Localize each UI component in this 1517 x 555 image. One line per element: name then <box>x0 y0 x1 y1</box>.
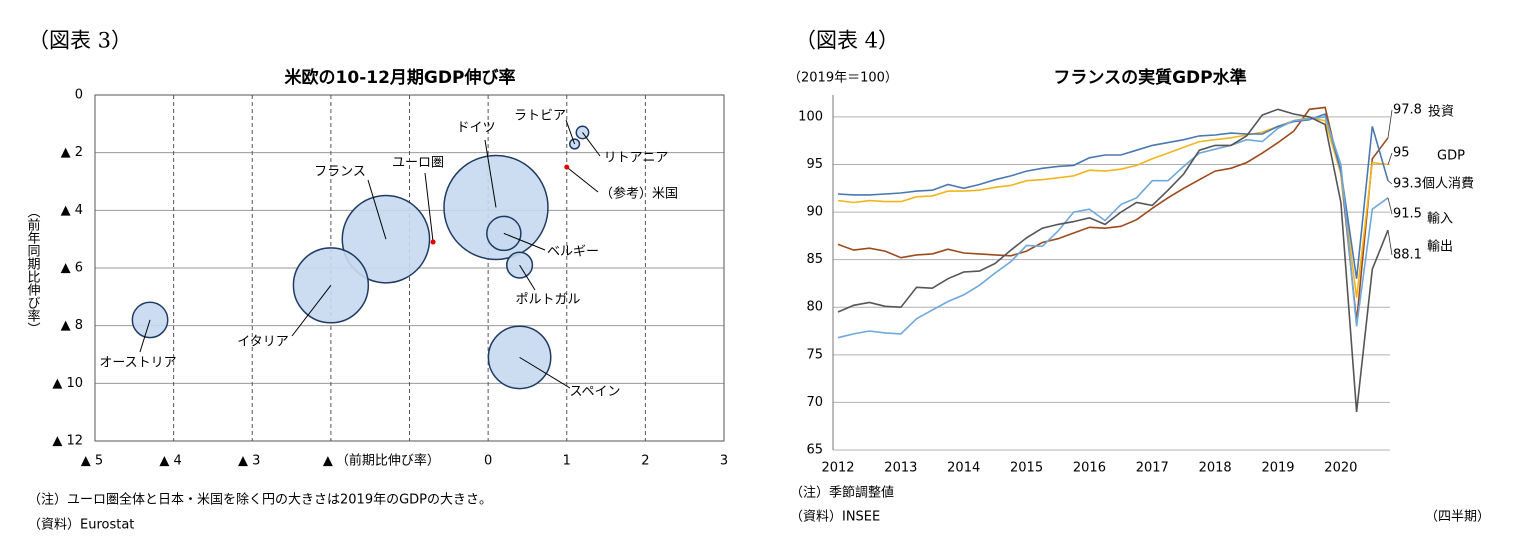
series-line <box>837 116 1389 339</box>
point-label: ユーロ圏 <box>392 156 444 171</box>
x-tick-label: ▲ 5 <box>81 454 103 469</box>
bubble <box>131 301 169 339</box>
y-tick-label: 95 <box>806 157 823 172</box>
x-tick-label: ▲ 4 <box>159 454 181 469</box>
leader-line <box>424 172 434 243</box>
x-tick-label: 0 <box>484 454 492 469</box>
leader-line <box>566 166 599 193</box>
leader-line <box>565 119 576 145</box>
chart-title: フランスの実質GDP水準 <box>1053 67 1246 88</box>
y-tick-label: 65 <box>806 443 823 458</box>
chart-header: （図表 4） <box>795 29 899 53</box>
bubble-label: ベルギー <box>547 245 599 260</box>
x-tick-label: 1 <box>563 454 571 469</box>
x-tick-label: 2018 <box>1199 461 1232 476</box>
value-label: 88.1 <box>1393 248 1422 263</box>
x-tick-label: 2014 <box>947 461 980 476</box>
value-label: 93.3 <box>1393 177 1422 192</box>
value-label: 97.8 <box>1393 103 1422 118</box>
note: （資料）Eurostat <box>28 518 134 533</box>
bubble-label: ポルトガル <box>515 293 580 308</box>
series-line <box>837 108 1389 412</box>
reference-point <box>430 239 436 245</box>
y-tick-label: ▲ 2 <box>61 145 83 160</box>
x-tick-label: ▲ 3 <box>238 454 260 469</box>
leader-line <box>139 319 151 353</box>
series-label: GDP <box>1437 149 1465 164</box>
x-tick-label: 2019 <box>1261 461 1294 476</box>
bubble-label: イタリア <box>237 335 288 350</box>
leader-line <box>519 356 571 389</box>
leader-line <box>503 232 546 251</box>
y-tick-label: 0 <box>75 88 83 103</box>
leader-line <box>1387 197 1393 215</box>
x-tick-label: 2012 <box>821 461 854 476</box>
leader-line <box>519 264 536 291</box>
y-axis-label: （2019年＝100） <box>788 71 898 86</box>
y-tick-label: ▲ 10 <box>52 376 83 391</box>
y-tick-label: 85 <box>806 252 823 267</box>
series-line <box>837 106 1389 322</box>
bubble-label: ドイツ <box>456 121 495 136</box>
x-tick-label: 2016 <box>1073 461 1106 476</box>
bubble-label: スペイン <box>569 385 620 400</box>
series-line <box>837 112 1389 279</box>
y-axis-label: （前年同期比伸び率） <box>25 205 41 335</box>
leader-line <box>367 179 387 240</box>
y-tick-label: 75 <box>806 347 823 362</box>
y-tick-label: 80 <box>806 300 823 315</box>
note: （注）季節調整値 <box>790 485 894 501</box>
x-tick-label: 3 <box>720 454 728 469</box>
series-label: 輸入 <box>1427 212 1453 227</box>
leader-line <box>291 284 332 337</box>
bubble <box>486 215 522 252</box>
bubble-label: フランス <box>314 165 366 180</box>
y-tick-label: ▲ 12 <box>52 434 83 449</box>
x-axis-label: （前期比伸び率） <box>336 453 440 469</box>
x-tick-label: 2013 <box>884 461 917 476</box>
x-unit: （四半期） <box>1425 510 1490 525</box>
bubble-label: オーストリア <box>99 356 176 371</box>
leader-line <box>484 139 497 208</box>
series-label: 個人消費 <box>1422 177 1474 192</box>
leader-line <box>1387 180 1393 185</box>
leader-line <box>1387 109 1393 138</box>
series-label: 輸出 <box>1427 240 1453 255</box>
chart-title: 米欧の10-12月期GDP伸び率 <box>285 67 516 88</box>
value-label: 91.5 <box>1393 207 1422 222</box>
point-label: （参考）米国 <box>600 186 678 202</box>
reference-point <box>564 164 570 170</box>
plot-frame <box>94 94 725 442</box>
x-tick-label: 2 <box>641 454 649 469</box>
bubble-label: ラトビア <box>514 109 566 124</box>
leader-line <box>1387 230 1393 256</box>
series-line <box>837 116 1389 298</box>
value-label: 95 <box>1393 146 1410 161</box>
y-tick-label: ▲ 4 <box>61 203 83 218</box>
x-tick-label: ▲ <box>323 454 333 469</box>
y-tick-label: ▲ 6 <box>61 261 83 276</box>
note: （資料）INSEE <box>790 510 880 525</box>
chart-header: （図表 3） <box>28 29 132 53</box>
series-label: 投資 <box>1428 104 1454 120</box>
y-tick-label: ▲ 8 <box>61 318 83 333</box>
note: （注）ユーロ圏全体と日本・米国を除く円の大きさは2019年のGDPの大きさ。 <box>28 492 492 508</box>
x-tick-label: 2017 <box>1136 461 1169 476</box>
leader-line <box>582 132 601 157</box>
bubble-label: リトアニア <box>604 151 669 166</box>
x-tick-label: 2020 <box>1324 461 1357 476</box>
x-tick-label: 2015 <box>1010 461 1043 476</box>
leader-line <box>1387 152 1393 165</box>
y-tick-label: 70 <box>806 395 823 410</box>
y-tick-label: 100 <box>798 109 823 124</box>
y-tick-label: 90 <box>806 205 823 220</box>
